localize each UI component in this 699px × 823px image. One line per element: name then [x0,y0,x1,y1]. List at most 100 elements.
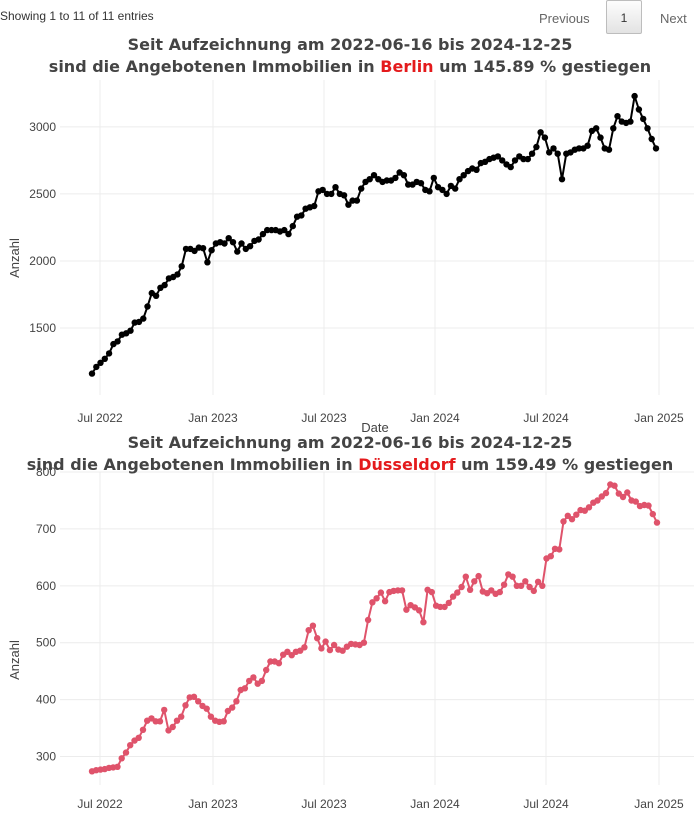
x-tick-label: Jan 2025 [634,797,684,811]
data-point [127,327,134,334]
x-tick-label: Jan 2023 [188,411,238,425]
data-point [358,185,365,192]
data-point [364,616,372,624]
data-point [259,230,267,238]
data-point [584,142,591,149]
data-point [466,586,474,593]
data-point [114,763,121,770]
data-point [430,174,437,182]
data-point [550,145,557,152]
data-point [488,587,495,594]
data-point [400,172,408,179]
data-point [345,201,352,208]
y-tick-label: 600 [36,579,56,593]
data-point [611,482,618,489]
page-1-button[interactable]: 1 [606,0,642,34]
data-point [627,118,634,125]
data-point [101,355,109,362]
series [88,92,660,377]
data-point [207,713,215,720]
data-point [473,166,480,173]
data-point [250,674,257,681]
data-point [494,153,502,160]
data-point [208,247,215,254]
data-point [539,582,546,589]
pagination: Previous 1 Next [0,0,699,36]
data-point [517,582,525,589]
table-info: Showing 1 to 11 of 11 entries [0,9,154,23]
data-point [246,677,253,685]
data-point [381,598,389,605]
city-name: Düsseldorf [358,455,456,474]
x-tick-label: Jul 2022 [77,411,123,425]
data-point [263,666,270,674]
data-point [439,186,446,194]
y-tick-label: 700 [36,522,56,536]
data-point [221,240,228,247]
series-line [91,483,658,773]
data-point [534,578,542,585]
data-point [285,230,292,238]
data-point [224,707,232,715]
x-tick-label: Jan 2024 [410,797,460,811]
data-point [631,92,638,100]
data-point [500,581,508,588]
data-point [360,639,368,646]
data-point [462,573,469,580]
x-tick-label: Jan 2025 [634,411,684,425]
y-tick-label: 1500 [29,321,56,335]
data-point [281,226,288,234]
data-point [541,134,549,141]
grid [60,471,694,785]
data-point [305,627,312,634]
y-axis: 1500 2000 2500 3000 [29,120,56,335]
next-page-button[interactable]: Next [660,11,687,26]
data-point [340,192,348,199]
data-point [284,648,291,655]
data-point [652,145,660,152]
data-point [97,359,104,366]
data-point [127,742,134,749]
data-point [330,641,338,649]
data-point [624,489,631,496]
data-point [398,587,406,594]
data-point [632,498,639,505]
data-point [195,698,202,705]
y-axis-label: Anzahl [7,640,22,680]
data-point [161,706,168,714]
data-point [530,587,537,595]
data-point [140,315,147,322]
data-point [322,638,329,645]
data-point [568,516,576,523]
chart-title-line1: Seit Aufzeichnung am 2022-06-16 bis 2024… [128,433,573,452]
data-point [644,125,651,132]
data-point [528,150,536,157]
data-point [229,239,237,246]
data-point [594,497,601,504]
data-point [653,519,661,526]
data-point [366,176,373,183]
data-point [238,240,245,247]
x-axis-label: Date [361,420,388,435]
data-point [443,190,450,198]
data-point [533,143,540,151]
data-point [258,677,266,685]
y-tick-label: 2000 [29,254,56,268]
data-point [511,157,519,164]
data-point [546,149,553,156]
berlin-chart: Seit Aufzeichnung am 2022-06-16 bis 2024… [7,35,694,435]
x-axis: Jul 2022 Jan 2023 Jul 2023 Jan 2024 Jul 2024… [77,797,684,811]
data-point [353,197,361,204]
y-tick-label: 300 [36,750,56,764]
data-point [554,150,561,157]
data-point [318,645,325,652]
data-point [118,755,125,762]
data-point [475,572,482,580]
data-point [509,573,516,580]
data-point [339,647,346,654]
data-point [319,186,326,194]
data-point [203,705,210,712]
data-point [229,704,236,711]
x-tick-label: Jul 2024 [523,797,569,811]
previous-page-button[interactable]: Previous [539,11,590,26]
